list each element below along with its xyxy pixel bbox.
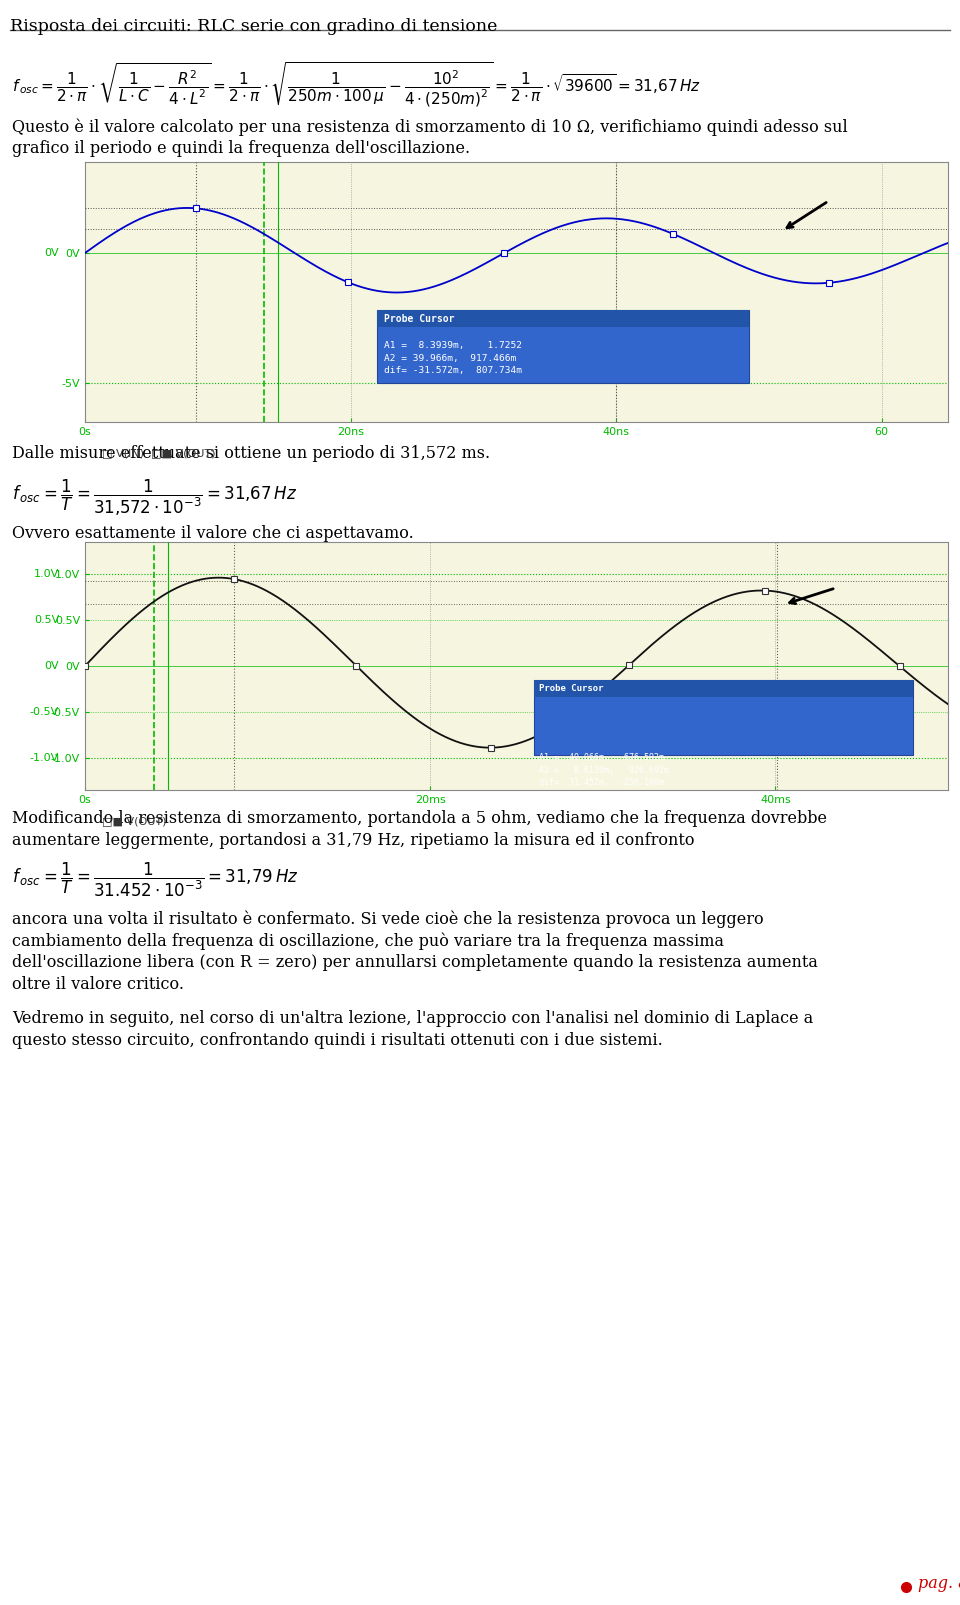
Text: □■ V(OUT): □■ V(OUT) (103, 817, 167, 827)
FancyBboxPatch shape (377, 310, 749, 384)
Text: 0V: 0V (44, 661, 60, 671)
FancyBboxPatch shape (534, 681, 914, 697)
FancyBboxPatch shape (377, 310, 749, 327)
Text: dell'oscillazione libera (con R = zero) per annullarsi completamente quando la r: dell'oscillazione libera (con R = zero) … (12, 953, 818, 971)
Text: $f_{\,osc}=\dfrac{1}{T}=\dfrac{1}{31{,}572\cdot 10^{-3}}=31{,}67\,Hz$: $f_{\,osc}=\dfrac{1}{T}=\dfrac{1}{31{,}5… (12, 478, 298, 518)
Text: A1 =  40.066m,   676.592m
A2 =   8.6139m,   926.692m
dif=  31.452m,  -250.100m: A1 = 40.066m, 676.592m A2 = 8.6139m, 926… (539, 753, 669, 788)
Text: questo stesso circuito, confrontando quindi i risultati ottenuti con i due siste: questo stesso circuito, confrontando qui… (12, 1032, 662, 1050)
Text: cambiamento della frequenza di oscillazione, che può variare tra la frequenza ma: cambiamento della frequenza di oscillazi… (12, 933, 724, 950)
Text: □ V(IN)  □■ V(OUT): □ V(IN) □■ V(OUT) (103, 448, 216, 457)
Text: Risposta dei circuiti: RLC serie con gradino di tensione: Risposta dei circuiti: RLC serie con gra… (10, 18, 497, 35)
Text: $f_{\,osc}=\dfrac{1}{T}=\dfrac{1}{31.452\cdot 10^{-3}}=31{,}79\,Hz$: $f_{\,osc}=\dfrac{1}{T}=\dfrac{1}{31.452… (12, 860, 299, 899)
FancyBboxPatch shape (534, 681, 914, 754)
Text: Probe Cursor: Probe Cursor (539, 684, 604, 693)
Text: 0V: 0V (44, 249, 59, 258)
Text: pag. 8 / 8: pag. 8 / 8 (918, 1576, 960, 1592)
Text: Dalle misure effettuate si ottiene un periodo di 31,572 ms.: Dalle misure effettuate si ottiene un pe… (12, 445, 491, 462)
Text: -0.5V: -0.5V (30, 706, 60, 717)
Text: 1.0V: 1.0V (34, 570, 60, 579)
Text: Modificando la resistenza di smorzamento, portandola a 5 ohm, vediamo che la fre: Modificando la resistenza di smorzamento… (12, 811, 827, 827)
Text: ancora una volta il risultato è confermato. Si vede cioè che la resistenza provo: ancora una volta il risultato è conferma… (12, 910, 763, 928)
Text: Ovvero esattamente il valore che ci aspettavamo.: Ovvero esattamente il valore che ci aspe… (12, 525, 414, 542)
Text: Questo è il valore calcolato per una resistenza di smorzamento di 10 Ω, verifich: Questo è il valore calcolato per una res… (12, 119, 848, 135)
Text: grafico il periodo e quindi la frequenza dell'oscillazione.: grafico il periodo e quindi la frequenza… (12, 140, 470, 157)
Text: $f_{\,osc}=\dfrac{1}{2\cdot\pi}\cdot\sqrt{\dfrac{1}{L\cdot C}-\dfrac{R^2}{4\cdot: $f_{\,osc}=\dfrac{1}{2\cdot\pi}\cdot\sqr… (12, 61, 701, 109)
Text: Vedremo in seguito, nel corso di un'altra lezione, l'approccio con l'analisi nel: Vedremo in seguito, nel corso di un'altr… (12, 1010, 813, 1027)
Text: Probe Cursor: Probe Cursor (384, 315, 454, 324)
Text: oltre il valore critico.: oltre il valore critico. (12, 976, 184, 993)
Text: A1 =  8.3939m,    1.7252
A2 = 39.966m,  917.466m
dif= -31.572m,  807.734m: A1 = 8.3939m, 1.7252 A2 = 39.966m, 917.4… (384, 342, 521, 376)
Text: -1.0V: -1.0V (30, 753, 60, 762)
Text: 0.5V: 0.5V (34, 615, 60, 624)
Text: aumentare leggermente, portandosi a 31,79 Hz, ripetiamo la misura ed il confront: aumentare leggermente, portandosi a 31,7… (12, 831, 694, 849)
